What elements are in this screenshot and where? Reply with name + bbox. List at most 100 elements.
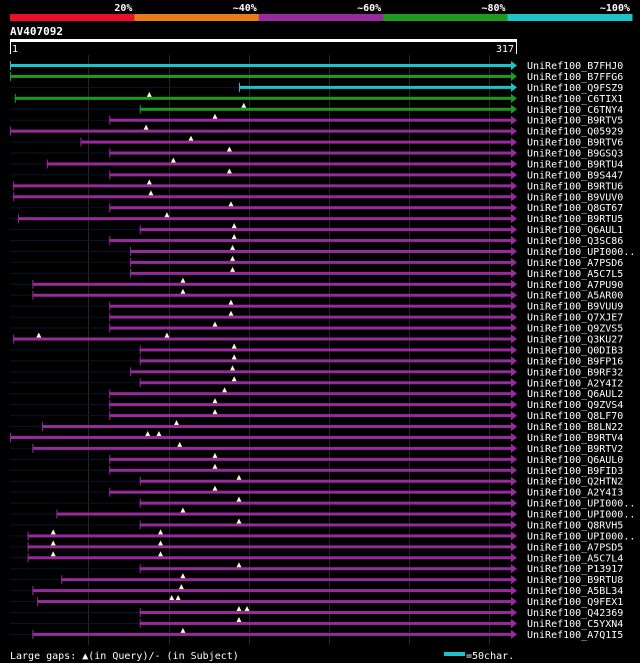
hit-bar[interactable]	[109, 173, 513, 177]
hit-bar[interactable]	[238, 85, 512, 89]
hit-row[interactable]: UniRef100_Q6AUL0	[10, 452, 623, 466]
hit-label[interactable]: UniRef100_C5YXN4	[527, 619, 623, 630]
hit-row[interactable]: UniRef100_Q8LF70	[10, 409, 623, 422]
hit-row[interactable]: UniRef100_Q42369	[10, 606, 623, 619]
hit-row[interactable]: UniRef100_B8LN22	[10, 420, 623, 433]
hit-bar[interactable]	[130, 260, 512, 264]
hit-label[interactable]: UniRef100_B9RTV5	[527, 116, 623, 127]
hit-bar[interactable]	[130, 370, 512, 374]
hit-row[interactable]: UniRef100_Q9ZVS4	[10, 398, 623, 411]
hit-label[interactable]: UniRef100_Q6AUL1	[527, 225, 623, 236]
hit-bar[interactable]	[46, 162, 513, 166]
hit-label[interactable]: UniRef100_Q2HTN2	[527, 477, 623, 488]
hit-label[interactable]: UniRef100_Q0DIB3	[527, 345, 623, 356]
hit-bar[interactable]	[56, 512, 513, 516]
hit-row[interactable]: UniRef100_Q05929	[10, 124, 623, 138]
hit-label[interactable]: UniRef100_UPI000..	[527, 531, 635, 542]
hit-bar[interactable]	[13, 337, 512, 341]
hit-bar[interactable]	[109, 239, 513, 243]
hit-row[interactable]: UniRef100_B9RTU4	[10, 157, 623, 170]
hit-bar[interactable]	[109, 403, 513, 407]
hit-label[interactable]: UniRef100_A2Y4I3	[527, 488, 623, 499]
hit-label[interactable]: UniRef100_B9GSQ3	[527, 149, 623, 160]
hit-row[interactable]: UniRef100_C6TIX1	[10, 91, 623, 105]
hit-bar[interactable]	[13, 184, 512, 188]
hit-bar[interactable]	[10, 435, 512, 439]
hit-row[interactable]: UniRef100_Q3SC86	[10, 234, 623, 247]
hit-bar[interactable]	[109, 326, 513, 330]
hit-label[interactable]: UniRef100_Q9ZVS4	[527, 400, 623, 411]
hit-label[interactable]: UniRef100_B9RTV4	[527, 433, 623, 444]
hit-row[interactable]: UniRef100_B9FID3	[10, 463, 623, 477]
hit-bar[interactable]	[32, 632, 512, 636]
hit-label[interactable]: UniRef100_B9RTU8	[527, 575, 623, 586]
hit-bar[interactable]	[10, 64, 512, 67]
hit-bar[interactable]	[109, 457, 513, 461]
hit-row[interactable]: UniRef100_Q9FEX1	[10, 595, 623, 608]
hit-row[interactable]: UniRef100_A7PSD6	[10, 255, 623, 269]
hit-label[interactable]: UniRef100_Q9FEX1	[527, 597, 623, 608]
hit-row[interactable]: UniRef100_A2Y4I3	[10, 485, 623, 499]
hit-label[interactable]: UniRef100_B8LN22	[527, 422, 623, 433]
hit-row[interactable]: UniRef100_Q8RVH5	[10, 518, 623, 531]
hit-bar[interactable]	[109, 304, 513, 308]
hit-bar[interactable]	[139, 611, 513, 614]
hit-row[interactable]: UniRef100_C6TNY4	[10, 102, 623, 116]
hit-bar[interactable]	[109, 151, 513, 155]
hit-bar[interactable]	[139, 107, 513, 111]
hit-bar[interactable]	[130, 271, 512, 275]
hit-label[interactable]: UniRef100_B9RTU4	[527, 159, 623, 170]
hit-label[interactable]: UniRef100_Q6AUL2	[527, 389, 623, 400]
hit-bar[interactable]	[10, 129, 512, 133]
hit-bar[interactable]	[109, 206, 513, 210]
hit-row[interactable]: UniRef100_Q3KU27	[10, 332, 623, 346]
hit-bar[interactable]	[42, 425, 512, 429]
hit-bar[interactable]	[109, 468, 513, 472]
hit-bar[interactable]	[61, 578, 512, 582]
hit-row[interactable]: UniRef100_UPI000..	[10, 244, 635, 258]
hit-label[interactable]: UniRef100_Q7XJE7	[527, 313, 623, 324]
hit-label[interactable]: UniRef100_A2Y4I2	[527, 378, 623, 389]
hit-row[interactable]: UniRef100_A5C7L4	[10, 551, 623, 564]
hit-row[interactable]: UniRef100_Q9FSZ9	[10, 82, 623, 94]
hit-bar[interactable]	[32, 282, 512, 286]
hit-label[interactable]: UniRef100_UPI000..	[527, 247, 635, 258]
hit-bar[interactable]	[139, 228, 513, 232]
hit-bar[interactable]	[32, 446, 512, 450]
hit-row[interactable]: UniRef100_A5C7L5	[10, 266, 623, 280]
hit-label[interactable]: UniRef100_C6TIX1	[527, 94, 623, 105]
hit-bar[interactable]	[109, 392, 513, 396]
hit-label[interactable]: UniRef100_B9RTU6	[527, 181, 623, 192]
hit-row[interactable]: UniRef100_B9GSQ3	[10, 146, 623, 160]
hit-label[interactable]: UniRef100_A7PSD6	[527, 258, 623, 269]
hit-bar[interactable]	[139, 348, 513, 352]
hit-label[interactable]: UniRef100_B9RTU5	[527, 214, 623, 225]
hit-row[interactable]: UniRef100_B9RF32	[10, 365, 623, 378]
hit-row[interactable]: UniRef100_Q6AUL2	[10, 387, 623, 400]
hit-row[interactable]: UniRef100_B9RTU8	[10, 573, 623, 586]
hit-row[interactable]: UniRef100_B7FFG6	[10, 71, 623, 83]
hit-label[interactable]: UniRef100_P13917	[527, 564, 623, 575]
hit-row[interactable]: UniRef100_Q8GT67	[10, 201, 623, 214]
hit-label[interactable]: UniRef100_Q8GT67	[527, 203, 623, 214]
hit-row[interactable]: UniRef100_Q6AUL1	[10, 223, 623, 236]
hit-row[interactable]: UniRef100_B9FP16	[10, 354, 623, 367]
hit-label[interactable]: UniRef100_A5AR00	[527, 291, 623, 302]
hit-label[interactable]: UniRef100_C6TNY4	[527, 105, 623, 116]
hit-label[interactable]: UniRef100_B7FHJ0	[527, 61, 623, 72]
hit-label[interactable]: UniRef100_A7PSD5	[527, 542, 623, 553]
hit-row[interactable]: UniRef100_C5YXN4	[10, 616, 623, 630]
hit-row[interactable]: UniRef100_UPI000..	[10, 496, 635, 510]
hit-label[interactable]: UniRef100_A7Q1I5	[527, 630, 623, 641]
hit-bar[interactable]	[13, 195, 512, 199]
hit-row[interactable]: UniRef100_B9S447	[10, 168, 623, 181]
hit-row[interactable]: UniRef100_B9VUU9	[10, 299, 623, 313]
hit-label[interactable]: UniRef100_Q9FSZ9	[527, 83, 623, 94]
hit-label[interactable]: UniRef100_B9RTV6	[527, 138, 623, 149]
hit-row[interactable]: UniRef100_A2Y4I2	[10, 376, 623, 389]
hit-label[interactable]: UniRef100_B9S447	[527, 170, 623, 181]
hit-label[interactable]: UniRef100_Q05929	[527, 127, 623, 138]
hit-row[interactable]: UniRef100_UPI000..	[10, 529, 635, 542]
hit-bar[interactable]	[80, 140, 513, 144]
hit-row[interactable]: UniRef100_Q9ZVS5	[10, 321, 623, 335]
